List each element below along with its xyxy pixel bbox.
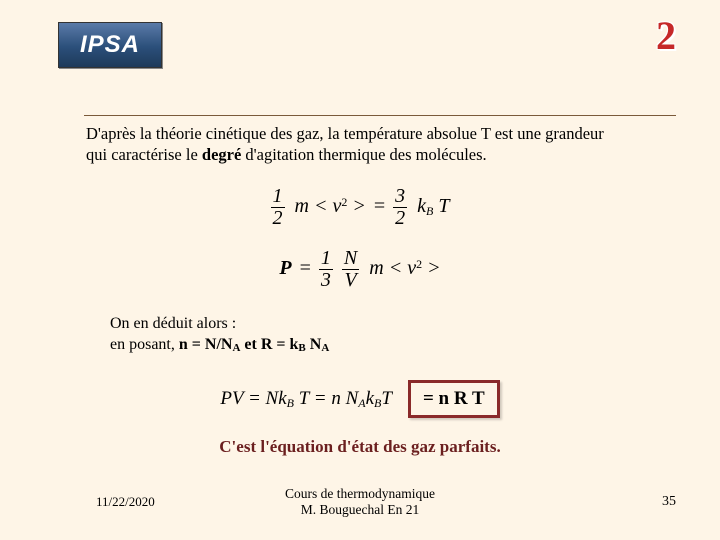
eq1-equals: =: [371, 195, 388, 217]
horizontal-rule: [84, 115, 676, 116]
slide: IPSA 2 D'après la théorie cinétique des …: [0, 0, 720, 540]
logo-text: IPSA: [80, 31, 140, 59]
ded-b2: R = k: [261, 336, 299, 353]
eq2-P: P: [279, 257, 291, 279]
eq2-equals: =: [297, 257, 314, 279]
footer-page-number: 35: [662, 494, 676, 510]
footer-line1: Cours de thermodynamique: [285, 486, 435, 501]
result-box: = n R T: [408, 380, 500, 418]
para-line1: D'après la théorie cinétique des gaz, la…: [86, 124, 604, 143]
eq1-den1: 2: [271, 208, 285, 229]
ded-b3: N: [306, 336, 322, 353]
intro-paragraph: D'après la théorie cinétique des gaz, la…: [86, 124, 672, 165]
equation-pressure: P = 13 NV m < v2 >: [0, 248, 720, 291]
para-line2-bold: degré: [202, 145, 241, 164]
eq2-den1: 3: [319, 270, 333, 291]
ded-line2-pre: en posant,: [110, 336, 179, 353]
eq1-kbt: kB T: [412, 195, 449, 217]
ded-sub3: A: [321, 342, 329, 354]
conclusion-text: C'est l'équation d'état des gaz parfaits…: [0, 437, 720, 457]
ded-line1: On en déduit alors :: [110, 315, 236, 332]
slide-number-badge: 2: [656, 12, 676, 59]
eq2-num1: 1: [319, 248, 333, 270]
footer-line2: M. Bouguechal En 21: [301, 502, 419, 517]
equation-pv-expanded: PV = NkB T = n NAkBT: [220, 388, 392, 411]
para-line2-post: d'agitation thermique des molécules.: [241, 145, 486, 164]
equation-result-row: PV = NkB T = n NAkBT = n R T: [0, 380, 720, 418]
eq2-tail: m < v2 >: [364, 257, 440, 279]
ded-et: et: [240, 336, 260, 353]
eq2-den2: V: [342, 270, 359, 291]
ded-sub2: B: [298, 342, 305, 354]
footer-center: Cours de thermodynamique M. Bouguechal E…: [0, 486, 720, 518]
eq1-num2: 3: [393, 186, 407, 208]
eq1-m: m < v2 >: [290, 195, 366, 217]
para-line2-pre: qui caractérise le: [86, 145, 202, 164]
eq2-num2: N: [342, 248, 359, 270]
ded-b1: n = N/N: [179, 336, 233, 353]
eq1-den2: 2: [393, 208, 407, 229]
deduction-text: On en déduit alors : en posant, n = N/N A…: [110, 314, 660, 356]
logo: IPSA: [58, 22, 162, 68]
equation-kinetic-energy: 12 m < v2 > = 32 kB T: [0, 186, 720, 229]
eq1-num1: 1: [271, 186, 285, 208]
